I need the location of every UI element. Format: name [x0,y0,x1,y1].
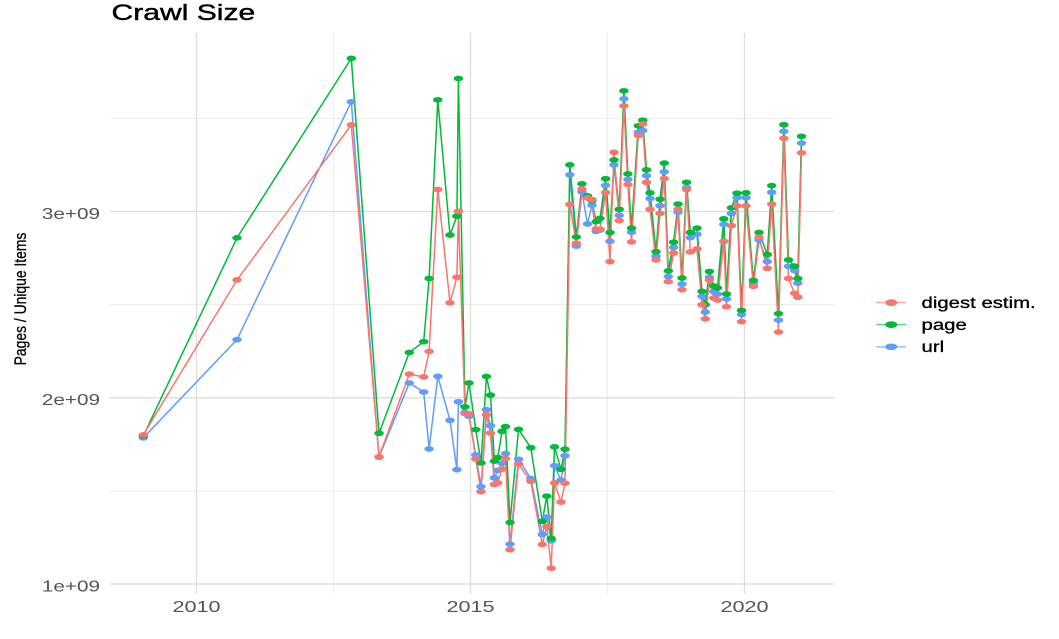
svg-text:page: page [922,316,967,333]
svg-text:Pages / Unique Items: Pages / Unique Items [12,232,31,365]
svg-text:digest estim.: digest estim. [922,294,1036,311]
svg-text:Crawl Size: Crawl Size [112,0,256,25]
svg-text:1e+09: 1e+09 [42,577,100,595]
svg-text:2015: 2015 [446,599,494,617]
svg-text:3e+09: 3e+09 [42,204,100,222]
svg-text:2020: 2020 [720,599,768,617]
svg-text:2010: 2010 [172,599,220,617]
svg-text:url: url [922,338,945,355]
svg-text:2e+09: 2e+09 [42,391,100,409]
